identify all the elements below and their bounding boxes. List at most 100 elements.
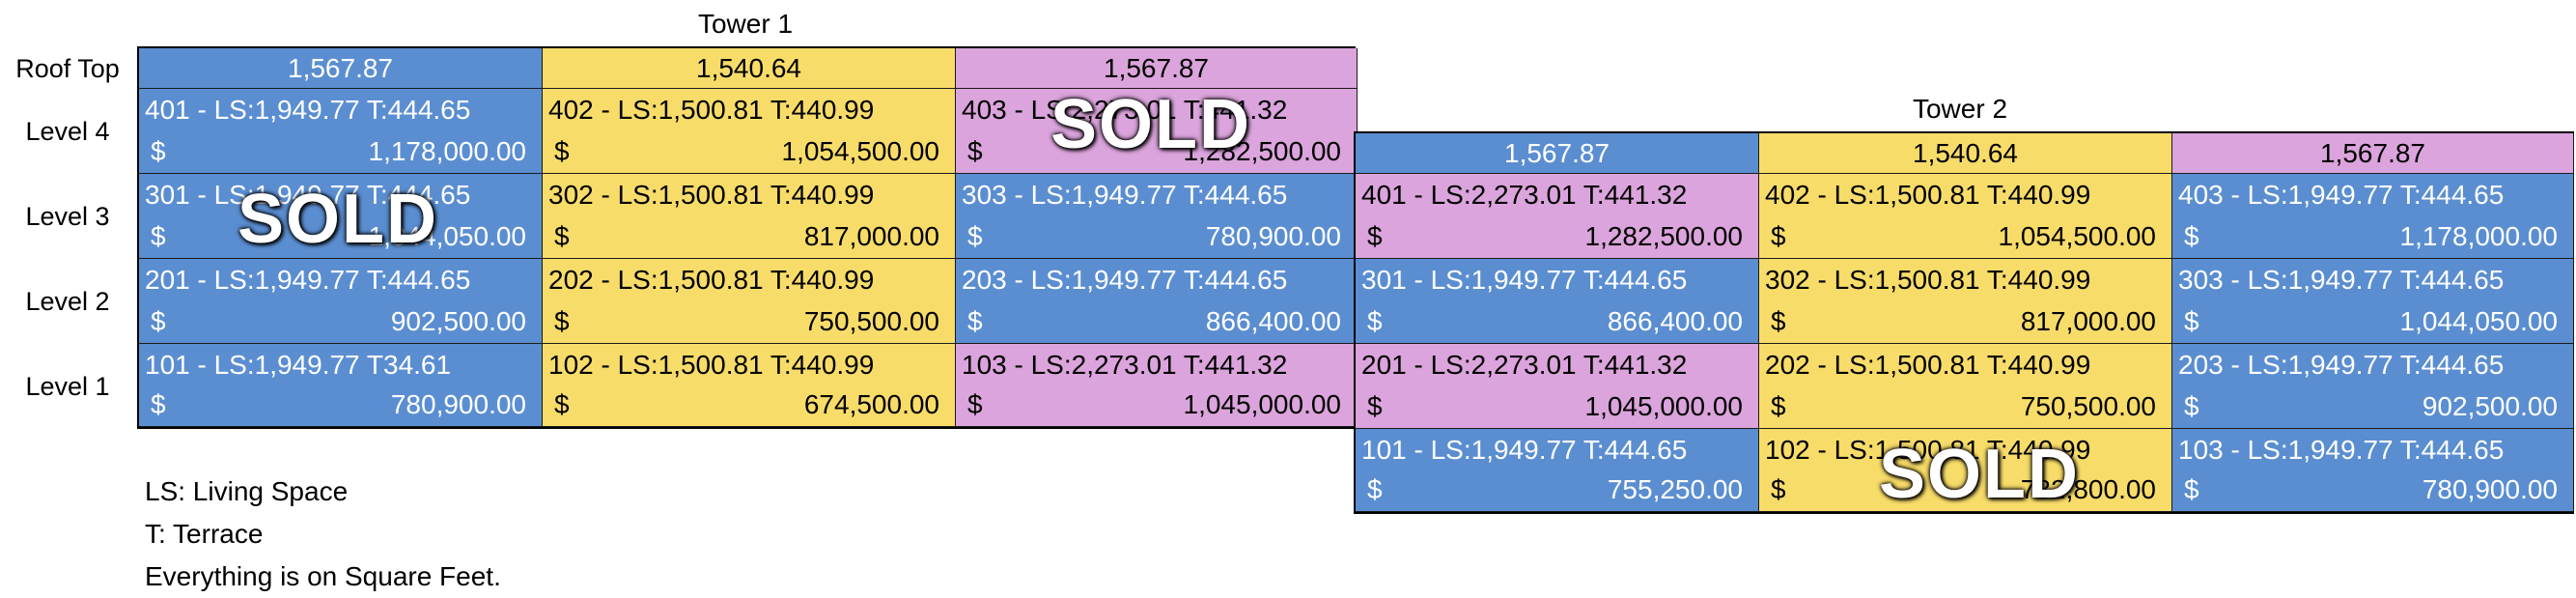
tower1-unit-cell: 403 - LS:2,273.01 T:441.32 $1,282,500.00 [956, 89, 1358, 174]
unit-price: 780,900.00 [2422, 474, 2558, 504]
tower2-unit-cell: 403 - LS:1,949.77 T:444.65 $1,178,000.00 [2172, 174, 2574, 259]
unit-description: 302 - LS:1,500.81 T:440.99 [1765, 265, 2091, 295]
unit-price: 780,900.00 [1205, 221, 1341, 251]
tower1-unit-cell: 303 - LS:1,949.77 T:444.65 $780,900.00 [956, 174, 1358, 259]
tower1-roof-cell: 1,567.87 [139, 48, 543, 89]
tower1-unit-cell: 102 - LS:1,500.81 T:440.99 $674,500.00 [543, 344, 956, 427]
currency-symbol: $ [967, 136, 983, 166]
tower1-roof-cell: 1,540.64 [543, 48, 956, 89]
unit-price: 866,400.00 [1607, 306, 1743, 336]
currency-symbol: $ [554, 306, 570, 336]
unit-price: 1,178,000.00 [368, 136, 527, 166]
tower1-title: Tower 1 [697, 9, 794, 39]
unit-description: 303 - LS:1,949.77 T:444.65 [2178, 265, 2505, 295]
unit-description: 301 - LS:1,949.77 T:444.65 [145, 180, 471, 210]
unit-description: 102 - LS:1,500.81 T:440.99 [1765, 435, 2091, 465]
unit-price: 674,500.00 [803, 389, 939, 419]
tower2-roof-cell: 1,567.87 [1356, 133, 1759, 174]
unit-price: 817,000.00 [2020, 306, 2156, 336]
tower2-table: 1,567.87 1,540.64 1,567.87 401 - LS:2,273.0… [1354, 131, 2574, 514]
tower1-unit-cell: 302 - LS:1,500.81 T:440.99 $817,000.00 [543, 174, 956, 259]
tower2-unit-cell: 203 - LS:1,949.77 T:444.65 $902,500.00 [2172, 344, 2574, 429]
currency-symbol: $ [2184, 221, 2199, 251]
tower1-unit-cell: 101 - LS:1,949.77 T34.61 $780,900.00 [139, 344, 543, 427]
unit-description: 403 - LS:1,949.77 T:444.65 [2178, 180, 2505, 210]
unit-price: 782,800.00 [2020, 474, 2156, 504]
currency-symbol: $ [1367, 221, 1383, 251]
tower1-roof-cell: 1,567.87 [956, 48, 1358, 89]
note-terrace: T: Terrace [145, 519, 264, 549]
tower2-unit-cell: 402 - LS:1,500.81 T:440.99 $1,054,500.00 [1759, 174, 2172, 259]
currency-symbol: $ [151, 389, 166, 419]
unit-price: 780,900.00 [390, 389, 526, 419]
unit-description: 301 - LS:1,949.77 T:444.65 [1361, 265, 1688, 295]
sold-stamp-t1-301: SOLD [238, 181, 439, 258]
tower1-unit-cell: 401 - LS:1,949.77 T:444.65 $1,178,000.00 [139, 89, 543, 174]
unit-price: 817,000.00 [803, 221, 939, 251]
tower2-unit-cell: 303 - LS:1,949.77 T:444.65 $1,044,050.00 [2172, 259, 2574, 344]
unit-description: 403 - LS:2,273.01 T:441.32 [962, 95, 1288, 125]
level-label-1: Level 1 [25, 372, 110, 401]
tower2-roof-cell: 1,567.87 [2172, 133, 2574, 174]
tower2-title: Tower 2 [1912, 94, 2008, 124]
unit-price: 1,044,050.00 [368, 221, 527, 251]
unit-description: 202 - LS:1,500.81 T:440.99 [1765, 350, 2091, 380]
unit-description: 302 - LS:1,500.81 T:440.99 [548, 180, 875, 210]
unit-price: 1,282,500.00 [1183, 136, 1342, 166]
unit-price: 902,500.00 [390, 306, 526, 336]
unit-description: 402 - LS:1,500.81 T:440.99 [1765, 180, 2091, 210]
unit-description: 202 - LS:1,500.81 T:440.99 [548, 265, 875, 295]
unit-price: 1,054,500.00 [1998, 221, 2157, 251]
unit-description: 201 - LS:1,949.77 T:444.65 [145, 265, 471, 295]
tower2-unit-cell: 101 - LS:1,949.77 T:444.65 $755,250.00 [1356, 429, 1759, 512]
tower1-unit-cell: 103 - LS:2,273.01 T:441.32 $1,045,000.00 [956, 344, 1358, 427]
currency-symbol: $ [967, 389, 983, 419]
tower1-unit-cell: 203 - LS:1,949.77 T:444.65 $866,400.00 [956, 259, 1358, 344]
sold-stamp-t2-102: SOLD [1879, 436, 2081, 513]
currency-symbol: $ [554, 221, 570, 251]
currency-symbol: $ [151, 136, 166, 166]
note-square-feet: Everything is on Square Feet. [145, 561, 501, 591]
currency-symbol: $ [1771, 474, 1786, 504]
unit-price: 750,500.00 [803, 306, 939, 336]
unit-description: 101 - LS:1,949.77 T34.61 [145, 350, 452, 380]
unit-description: 102 - LS:1,500.81 T:440.99 [548, 350, 875, 380]
currency-symbol: $ [967, 306, 983, 336]
currency-symbol: $ [151, 221, 166, 251]
tower2-unit-cell: 201 - LS:2,273.01 T:441.32 $1,045,000.00 [1356, 344, 1759, 429]
unit-price: 750,500.00 [2020, 391, 2156, 421]
tower2-unit-cell: 302 - LS:1,500.81 T:440.99 $817,000.00 [1759, 259, 2172, 344]
sold-stamp-t1-403: SOLD [1050, 86, 1252, 163]
unit-description: 201 - LS:2,273.01 T:441.32 [1361, 350, 1688, 380]
currency-symbol: $ [2184, 306, 2199, 336]
unit-description: 103 - LS:1,949.77 T:444.65 [2178, 435, 2505, 465]
tower2-unit-cell: 103 - LS:1,949.77 T:444.65 $780,900.00 [2172, 429, 2574, 512]
currency-symbol: $ [1367, 306, 1383, 336]
tower1-table: 1,567.87 1,540.64 1,567.87 401 - LS:1,949.7… [137, 46, 1358, 429]
unit-description: 402 - LS:1,500.81 T:440.99 [548, 95, 875, 125]
unit-price: 1,045,000.00 [1183, 389, 1342, 419]
currency-symbol: $ [1771, 221, 1786, 251]
unit-price: 1,054,500.00 [781, 136, 940, 166]
tower1-unit-cell: 402 - LS:1,500.81 T:440.99 $1,054,500.00 [543, 89, 956, 174]
unit-description: 203 - LS:1,949.77 T:444.65 [2178, 350, 2505, 380]
currency-symbol: $ [1771, 306, 1786, 336]
currency-symbol: $ [1367, 391, 1383, 421]
unit-description: 203 - LS:1,949.77 T:444.65 [962, 265, 1288, 295]
tower2-unit-cell: 102 - LS:1,500.81 T:440.99 $782,800.00 [1759, 429, 2172, 512]
unit-price: 1,045,000.00 [1584, 391, 1744, 421]
tower1-unit-cell: 201 - LS:1,949.77 T:444.65 $902,500.00 [139, 259, 543, 344]
level-label-2: Level 2 [25, 287, 110, 316]
currency-symbol: $ [1771, 391, 1786, 421]
unit-description: 401 - LS:1,949.77 T:444.65 [145, 95, 471, 125]
unit-description: 401 - LS:2,273.01 T:441.32 [1361, 180, 1688, 210]
tower1-unit-cell: 301 - LS:1,949.77 T:444.65 $1,044,050.00 [139, 174, 543, 259]
currency-symbol: $ [2184, 474, 2199, 504]
tower2-unit-cell: 401 - LS:2,273.01 T:441.32 $1,282,500.00 [1356, 174, 1759, 259]
tower2-unit-cell: 202 - LS:1,500.81 T:440.99 $750,500.00 [1759, 344, 2172, 429]
unit-description: 103 - LS:2,273.01 T:441.32 [962, 350, 1288, 380]
currency-symbol: $ [967, 221, 983, 251]
tower2-roof-cell: 1,540.64 [1759, 133, 2172, 174]
note-living-space: LS: Living Space [145, 476, 349, 506]
unit-description: 303 - LS:1,949.77 T:444.65 [962, 180, 1288, 210]
